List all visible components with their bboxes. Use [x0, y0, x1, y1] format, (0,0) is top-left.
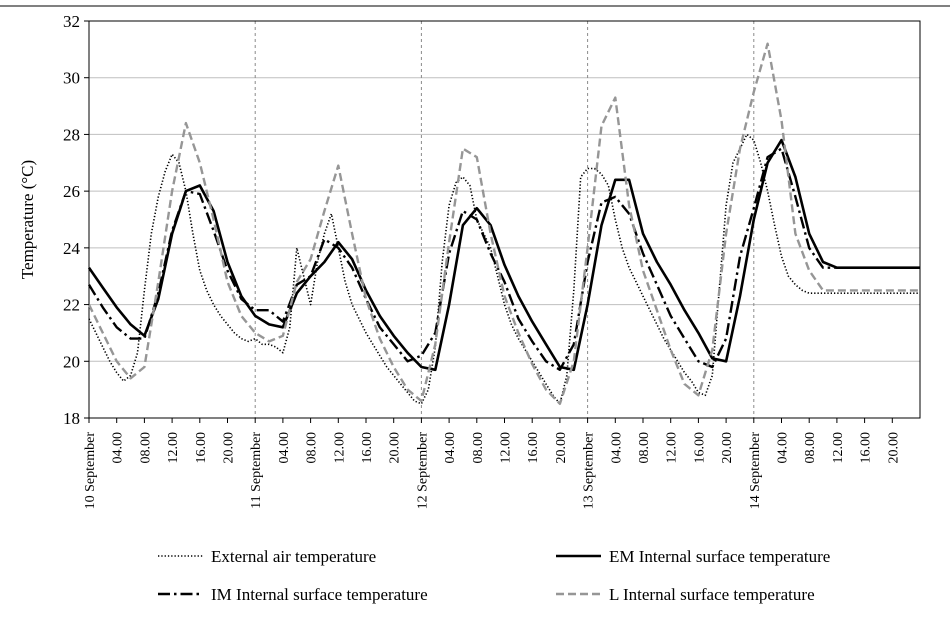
x-tick-label-22: 16.00 [692, 432, 707, 464]
x-tick-label-14: 08.00 [471, 432, 486, 464]
x-tick-label-5: 20.00 [222, 432, 237, 464]
x-tick-label-8: 08.00 [305, 432, 320, 464]
x-tick-label-2: 08.00 [138, 432, 153, 464]
x-tick-label-25: 04.00 [776, 432, 791, 464]
y-tick-label-1: 20 [63, 352, 80, 371]
legend-label-1: EM Internal surface temperature [609, 547, 830, 566]
x-tick-label-26: 08.00 [803, 432, 818, 464]
legend-label-0: External air temperature [211, 547, 376, 566]
x-tick-label-11: 20.00 [388, 432, 403, 464]
y-axis-title: Temperature (°C) [18, 160, 37, 279]
legend-label-3: L Internal surface temperature [609, 585, 815, 604]
x-tick-label-4: 16.00 [194, 432, 209, 464]
y-tick-label-2: 22 [63, 296, 80, 315]
x-tick-label-3: 12.00 [166, 432, 181, 464]
series-line-3 [87, 42, 920, 405]
y-tick-label-7: 32 [63, 12, 80, 31]
y-axis: 18 20 22 24 26 28 30 32 [63, 12, 89, 428]
x-tick-label-13: 04.00 [443, 432, 458, 464]
series-line-2 [87, 147, 920, 371]
y-tick-label-4: 26 [63, 182, 80, 201]
legend-label-2: IM Internal surface temperature [211, 585, 428, 604]
x-tick-label-28: 16.00 [859, 432, 874, 464]
x-tick-label-10: 16.00 [360, 432, 375, 464]
x-tick-label-24: 14 September [748, 432, 763, 510]
series-layer [87, 42, 920, 405]
x-tick-label-7: 04.00 [277, 432, 292, 464]
legend: External air temperature EM Internal surf… [158, 547, 830, 604]
x-tick-label-1: 04.00 [111, 432, 126, 464]
x-tick-label-12: 12 September [415, 432, 430, 510]
x-tick-label-17: 20.00 [554, 432, 569, 464]
x-tick-label-21: 12.00 [665, 432, 680, 464]
x-tick-label-29: 20.00 [886, 432, 901, 464]
x-tick-label-20: 08.00 [637, 432, 652, 464]
x-tick-label-6: 11 September [249, 432, 264, 509]
x-tick-label-18: 13 September [582, 432, 597, 510]
x-tick-label-19: 04.00 [609, 432, 624, 464]
x-axis: 10 September 04.00 08.00 12.00 16.00 20.00 11 … [83, 418, 901, 509]
y-tick-label-3: 24 [63, 239, 81, 258]
x-tick-label-15: 12.00 [499, 432, 514, 464]
x-tick-label-27: 12.00 [831, 432, 846, 464]
y-tick-label-6: 30 [63, 69, 80, 88]
y-tick-label-0: 18 [63, 409, 80, 428]
x-tick-label-9: 12.00 [332, 432, 347, 464]
x-tick-label-16: 16.00 [526, 432, 541, 464]
x-tick-label-23: 20.00 [720, 432, 735, 464]
x-tick-label-0: 10 September [83, 432, 98, 510]
series-line-1 [87, 138, 920, 372]
y-tick-label-5: 28 [63, 125, 80, 144]
